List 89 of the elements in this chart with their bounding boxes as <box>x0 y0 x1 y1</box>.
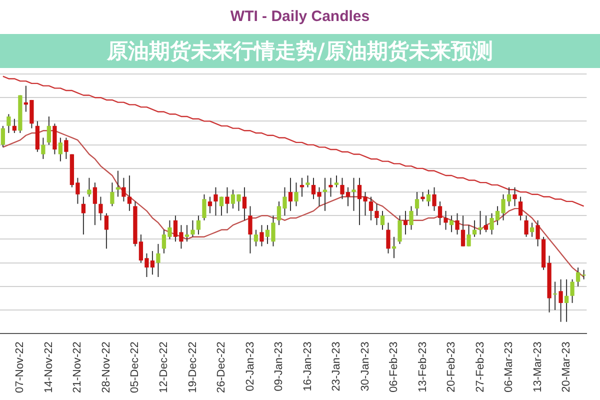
candlestick <box>208 196 212 214</box>
candlestick <box>64 137 68 160</box>
x-tick-label: 28-Nov-22 <box>100 342 112 393</box>
candlestick <box>524 215 528 238</box>
candlestick <box>380 210 385 230</box>
x-tick-label: 12-Dec-22 <box>158 342 170 393</box>
candlestick <box>530 222 534 238</box>
candlestick <box>306 174 310 188</box>
x-tick-label: 06-Feb-23 <box>388 342 400 392</box>
candlestick <box>478 210 482 236</box>
candlestick <box>184 224 190 242</box>
candlestick <box>466 224 471 247</box>
candlestick <box>46 116 52 146</box>
candlestick <box>156 243 160 278</box>
candlestick <box>98 196 103 221</box>
candlestick <box>414 192 420 216</box>
candlestick <box>518 196 523 221</box>
candlestick <box>564 278 569 322</box>
candlestick <box>558 278 563 322</box>
candlestick <box>328 177 333 198</box>
candlestick <box>288 177 293 212</box>
candlestick <box>455 212 460 236</box>
candlestick <box>58 137 63 162</box>
x-tick-label: 23-Jan-23 <box>330 342 343 392</box>
x-tick-label: 30-Jan-23 <box>359 342 372 392</box>
candlestick <box>322 177 328 212</box>
x-tick-label: 20-Mar-23 <box>560 342 573 392</box>
x-tick-label: 02-Jan-23 <box>244 342 256 392</box>
x-tick-label: 19-Dec-22 <box>186 342 199 393</box>
x-tick-label: 27-Feb-23 <box>474 342 486 392</box>
banner: 原油期货未来行情走势/原油期货未来预测 <box>0 34 600 68</box>
candlestick <box>214 186 218 216</box>
candlestick <box>225 186 230 214</box>
x-tick-label: 26-Dec-22 <box>216 342 228 393</box>
candlestick <box>403 210 408 236</box>
candlestick <box>334 174 339 188</box>
candlestick <box>426 189 431 207</box>
candlestick <box>104 212 109 250</box>
candlestick <box>386 222 390 254</box>
x-tick-label: 21-Nov-22 <box>72 342 84 393</box>
x-tick-label: 13-Feb-23 <box>416 342 429 392</box>
x-tick-label: 05-Dec-22 <box>129 342 142 393</box>
candlestick <box>472 220 477 238</box>
candlestick <box>122 177 126 202</box>
candlestick <box>300 177 304 198</box>
candlestick <box>81 196 86 236</box>
candlestick <box>6 114 11 134</box>
candlestick <box>242 186 247 221</box>
candlestick <box>352 177 356 212</box>
candlestick <box>449 215 454 233</box>
candlestick <box>92 182 98 226</box>
candlestick <box>196 215 201 236</box>
candlestick <box>87 177 92 198</box>
candlestick <box>512 186 517 207</box>
candlestick <box>202 194 206 221</box>
candlestick <box>260 224 264 247</box>
candlestick <box>35 120 40 152</box>
x-tick-label: 06-Mar-23 <box>503 342 516 392</box>
x-tick-label: 07-Nov-22 <box>14 342 26 393</box>
x-tick-label: 13-Mar-23 <box>532 342 544 392</box>
candlestick <box>398 215 402 244</box>
candlestick <box>12 118 17 134</box>
x-tick-label: 09-Jan-23 <box>273 342 286 392</box>
candlestick <box>432 186 436 212</box>
candlestick <box>409 206 414 230</box>
candlestick <box>41 137 46 160</box>
x-tick-label: 14-Nov-22 <box>42 342 55 393</box>
candlestick <box>254 229 258 247</box>
candlestick <box>552 281 558 311</box>
candlestick <box>536 220 540 247</box>
candlestick <box>248 206 252 254</box>
candlestick <box>438 200 442 226</box>
candlestick <box>219 196 224 216</box>
candlestick <box>484 215 488 233</box>
candlestick <box>420 192 425 202</box>
candlestick <box>444 210 448 230</box>
candlestick <box>570 278 574 304</box>
candlestick <box>460 215 466 247</box>
x-tick-label: 16-Jan-23 <box>302 342 314 392</box>
candlestick <box>110 182 114 207</box>
candlestick <box>0 125 6 148</box>
chart-title: WTI - Daily Candles <box>230 8 370 26</box>
candlestick <box>294 182 298 207</box>
candlestick <box>374 203 379 226</box>
x-tick-label: 20-Feb-23 <box>446 342 458 392</box>
candlestick <box>127 174 132 212</box>
candlestick <box>190 220 195 238</box>
candlestick <box>52 123 57 155</box>
candlestick <box>368 196 374 221</box>
